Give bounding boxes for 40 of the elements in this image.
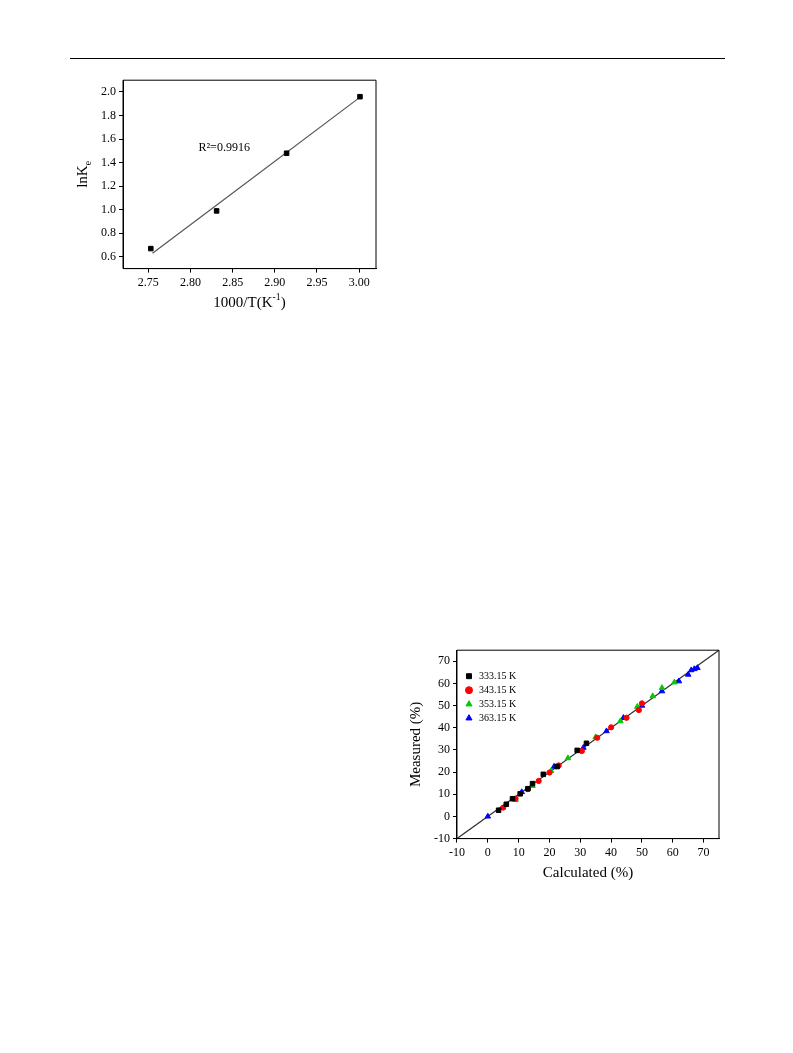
y-tick-label: 10 — [438, 786, 450, 801]
y-tick-label: 0.6 — [101, 248, 116, 263]
y-tick-label: 1.6 — [101, 131, 116, 146]
y-tick-label: 20 — [438, 764, 450, 779]
y-tick-label: 1.8 — [101, 107, 116, 122]
y-tick-label: 1.4 — [101, 154, 116, 169]
y-tick-label: 70 — [438, 653, 450, 668]
legend-label: 343.15 K — [479, 683, 517, 695]
x-tick-label: 0 — [484, 844, 491, 859]
x-axis-title: Calculated (%) — [542, 863, 634, 881]
y-tick-label: 1.0 — [101, 201, 116, 216]
y-tick-label: 0 — [444, 808, 450, 823]
y-tick-label: 50 — [438, 697, 450, 712]
y-tick-label: 1.2 — [101, 178, 116, 193]
x-tick-label: 2.75 — [137, 274, 159, 289]
x-tick-label: 2.85 — [222, 274, 244, 289]
annotation: R²=0.9916 — [198, 140, 250, 155]
x-tick-label: 20 — [543, 844, 556, 859]
x-tick-label: 3.00 — [348, 274, 370, 289]
x-tick-label: 10 — [512, 844, 525, 859]
x-tick-label: 2.90 — [264, 274, 286, 289]
x-tick-label: 2.95 — [306, 274, 328, 289]
x-tick-label: 70 — [697, 844, 710, 859]
y-axis-title: lnKe — [73, 160, 93, 188]
legend-label: 333.15 K — [479, 669, 517, 681]
x-tick-label: 2.80 — [179, 274, 201, 289]
x-tick-label: -10 — [449, 844, 465, 859]
legend-label: 353.15 K — [479, 697, 517, 709]
y-axis-title: Measured (%) — [406, 701, 424, 788]
x-tick-label: 30 — [574, 844, 587, 859]
y-tick-label: 40 — [438, 719, 450, 734]
x-tick-label: 50 — [635, 844, 648, 859]
y-tick-label: 30 — [438, 742, 450, 757]
y-tick-label: 0.8 — [101, 225, 116, 240]
legend-label: 363.15 K — [479, 711, 517, 723]
x-tick-label: 60 — [666, 844, 679, 859]
y-tick-label: -10 — [434, 830, 450, 845]
y-tick-label: 2.0 — [101, 84, 116, 99]
y-tick-label: 60 — [438, 675, 450, 690]
x-tick-label: 40 — [605, 844, 618, 859]
